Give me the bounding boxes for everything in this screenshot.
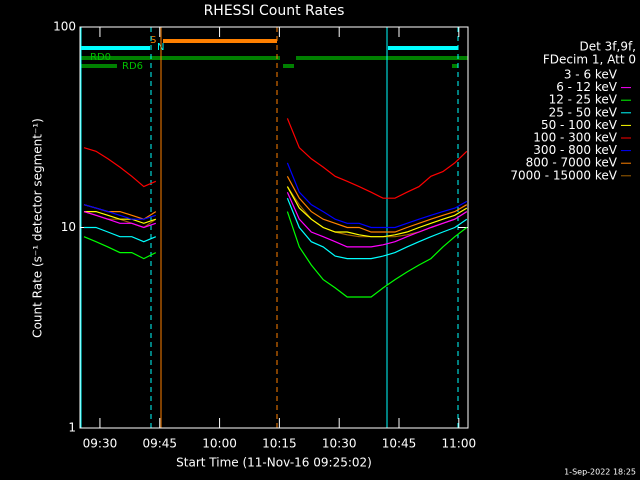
series-line: [84, 197, 468, 260]
series-line: [83, 118, 468, 199]
y-axis-label: Count Rate (s⁻¹ detector segment⁻¹): [31, 118, 45, 338]
series-line: [83, 186, 468, 238]
plot-frame: [79, 26, 469, 429]
legend-label: 7000 - 15000 keV: [510, 168, 617, 182]
status-bars: [80, 39, 468, 68]
annotation: RD6: [122, 61, 143, 72]
series-line: [84, 186, 468, 238]
series-line: [83, 191, 468, 248]
x-tick-label: 10:15: [262, 437, 297, 451]
series-line: [84, 218, 468, 298]
x-tick-label: 11:00: [442, 437, 477, 451]
legend-label: 25 - 50 keV: [549, 105, 618, 119]
legend-label: 12 - 25 keV: [549, 93, 618, 107]
y-tick-label: 10: [61, 220, 76, 234]
x-tick-label: 09:45: [142, 437, 177, 451]
legend-label: 300 - 800 keV: [533, 143, 617, 157]
x-tick-label: 10:45: [382, 437, 417, 451]
series-line: [83, 162, 468, 229]
y-tick-label: 1: [68, 421, 76, 435]
legend-title: Det 3f,9f,: [580, 40, 637, 54]
x-tick-label: 10:30: [322, 437, 357, 451]
legend-label: 800 - 7000 keV: [526, 156, 618, 170]
event-lines: [80, 27, 459, 428]
annotation: S: [150, 35, 156, 46]
legend-label: 50 - 100 keV: [541, 118, 618, 132]
legend-label: 6 - 12 keV: [556, 80, 618, 94]
legend-title: FDecim 1, Att 0: [543, 53, 636, 67]
timestamp: 1-Sep-2022 18:25: [564, 468, 636, 477]
x-axis-label: Start Time (11-Nov-16 09:25:02): [176, 456, 372, 470]
chart-title: RHESSI Count Rates: [204, 3, 345, 19]
legend-label: 100 - 300 keV: [533, 131, 617, 145]
x-tick-label: 10:00: [202, 437, 237, 451]
series-line: [83, 211, 468, 298]
y-tick-label: 100: [53, 20, 76, 34]
x-tick-label: 09:30: [83, 437, 118, 451]
legend-label: 3 - 6 keV: [564, 68, 618, 82]
annotation: RD0: [90, 52, 111, 63]
